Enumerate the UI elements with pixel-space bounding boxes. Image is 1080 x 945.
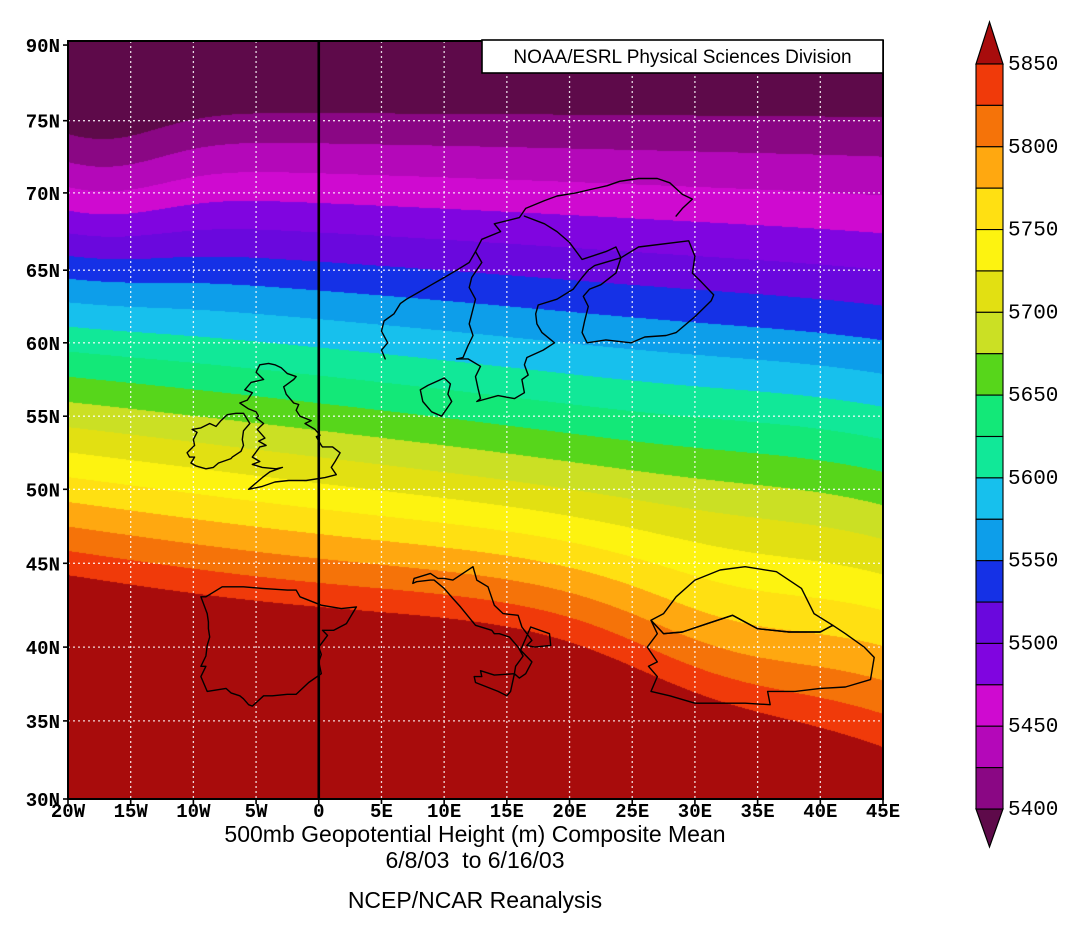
svg-text:70N: 70N [26, 184, 60, 206]
svg-text:0: 0 [313, 801, 324, 823]
svg-text:75N: 75N [26, 112, 60, 134]
svg-text:5400: 5400 [1008, 799, 1058, 822]
svg-text:55N: 55N [26, 407, 60, 429]
svg-text:5850: 5850 [1008, 54, 1058, 77]
svg-text:30E: 30E [678, 801, 712, 823]
svg-text:5600: 5600 [1008, 468, 1058, 491]
svg-text:5500: 5500 [1008, 633, 1058, 656]
svg-text:5550: 5550 [1008, 551, 1058, 574]
svg-text:40E: 40E [803, 801, 837, 823]
svg-text:5700: 5700 [1008, 302, 1058, 325]
svg-text:65N: 65N [26, 261, 60, 283]
svg-text:5800: 5800 [1008, 137, 1058, 160]
svg-text:25E: 25E [615, 801, 649, 823]
svg-text:6/8/03 to 6/16/03: 6/8/03 to 6/16/03 [385, 847, 564, 873]
svg-text:5W: 5W [245, 801, 268, 823]
svg-text:NCEP/NCAR Reanalysis: NCEP/NCAR Reanalysis [348, 887, 602, 913]
svg-text:35N: 35N [26, 712, 60, 734]
svg-text:500mb Geopotential Height (m): 500mb Geopotential Height (m) Composite … [224, 821, 725, 847]
svg-text:20E: 20E [552, 801, 586, 823]
svg-text:45N: 45N [26, 554, 60, 576]
svg-text:5450: 5450 [1008, 716, 1058, 739]
svg-text:15W: 15W [114, 801, 149, 823]
svg-text:50N: 50N [26, 480, 60, 502]
svg-text:10W: 10W [176, 801, 211, 823]
svg-text:20W: 20W [51, 801, 86, 823]
svg-text:5750: 5750 [1008, 220, 1058, 243]
svg-text:90N: 90N [26, 36, 60, 58]
svg-text:60N: 60N [26, 334, 60, 356]
svg-text:40N: 40N [26, 638, 60, 660]
svg-text:5E: 5E [370, 801, 393, 823]
svg-text:15E: 15E [490, 801, 524, 823]
svg-text:35E: 35E [741, 801, 775, 823]
svg-text:5650: 5650 [1008, 385, 1058, 408]
svg-text:NOAA/ESRL Physical Sciences Di: NOAA/ESRL Physical Sciences Division [513, 47, 851, 68]
svg-text:10E: 10E [427, 801, 461, 823]
svg-text:45E: 45E [866, 801, 900, 823]
